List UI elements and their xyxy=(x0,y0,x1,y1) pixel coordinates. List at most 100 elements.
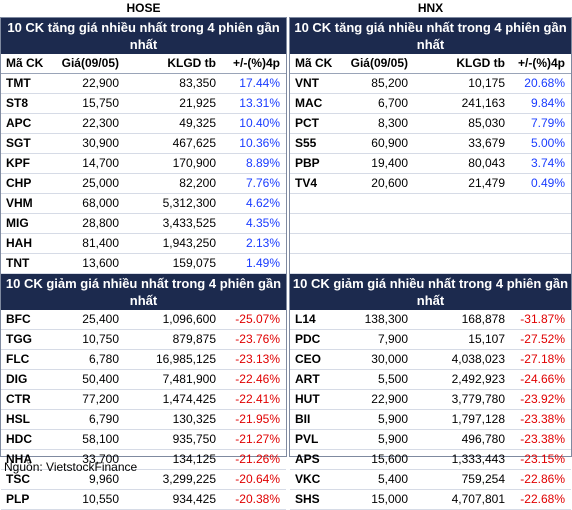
volume-value: 1,797,128 xyxy=(451,412,505,426)
table-row: TNT 13,600 159,075 1.49% xyxy=(1,254,286,274)
table-row: CTR 77,200 1,474,425 -22.41% xyxy=(1,390,286,410)
stock-code: TGG xyxy=(6,332,32,346)
volume-value: 82,200 xyxy=(179,176,216,190)
header-code: Mã CK xyxy=(6,56,44,70)
hose-gain-table: TMT 22,900 83,350 17.44% ST8 15,750 21,925 13.3… xyxy=(1,74,286,274)
stock-code: HSL xyxy=(6,412,30,426)
change-value: -21.26% xyxy=(235,452,280,466)
hose-label: HOSE xyxy=(126,1,161,15)
volume-value: 4,038,023 xyxy=(451,352,505,366)
table-row: HDC 58,100 935,750 -21.27% xyxy=(1,430,286,450)
stock-code: TNT xyxy=(6,256,30,270)
volume-value: 21,925 xyxy=(179,96,216,110)
change-value: 10.36% xyxy=(239,136,280,150)
change-value: 9.84% xyxy=(530,96,565,110)
change-value: -20.64% xyxy=(235,472,280,486)
stock-code: APS xyxy=(295,452,320,466)
price-value: 68,000 xyxy=(82,196,119,210)
volume-value: 10,175 xyxy=(468,76,505,90)
price-value: 6,790 xyxy=(88,412,119,426)
price-value: 138,300 xyxy=(364,312,408,326)
volume-value: 85,030 xyxy=(468,116,505,130)
table-row: PDC 7,900 15,107 -27.52% xyxy=(290,330,571,350)
change-value: 7.76% xyxy=(245,176,280,190)
price-value: 22,900 xyxy=(371,392,408,406)
price-value: 28,800 xyxy=(82,216,119,230)
stock-code: PVL xyxy=(295,432,319,446)
change-value: 1.49% xyxy=(245,256,280,270)
stock-code: ST8 xyxy=(6,96,29,110)
header-volume: KLGD tb xyxy=(167,56,216,70)
stock-code: MIG xyxy=(6,216,29,230)
hnx-loss-table: L14 138,300 168,878 -31.87% PDC 7,900 15,107 -2… xyxy=(290,310,571,510)
hose-loss-table: BFC 25,400 1,096,600 -25.07% TGG 10,750 879,87… xyxy=(1,310,286,510)
table-row: PCT 8,300 85,030 7.79% xyxy=(290,114,571,134)
stock-code: ART xyxy=(295,372,320,386)
table-row: HUT 22,900 3,779,780 -23.92% xyxy=(290,390,571,410)
volume-value: 7,481,900 xyxy=(162,372,216,386)
table-row: S55 60,900 33,679 5.00% xyxy=(290,134,571,154)
price-value: 19,400 xyxy=(371,156,408,170)
stock-code: SHS xyxy=(295,492,320,506)
hnx-gain-title: 10 CK tăng giá nhiều nhất trong 4 phiên … xyxy=(290,18,571,54)
table-row: SHS 15,000 4,707,801 -22.68% xyxy=(290,490,571,510)
volume-value: 1,474,425 xyxy=(162,392,216,406)
stock-code: APC xyxy=(6,116,32,130)
table-row: MAC 6,700 241,163 9.84% xyxy=(290,94,571,114)
volume-value: 170,900 xyxy=(172,156,216,170)
source-note: Nguồn: VietstockFinance xyxy=(4,460,138,474)
change-value: -22.46% xyxy=(235,372,280,386)
header-volume: KLGD tb xyxy=(456,56,505,70)
table-row: APS 15,600 1,333,443 -23.15% xyxy=(290,450,571,470)
hose-column-headers: Mã CK Giá(09/05) KLGD tb +/-(%)4p xyxy=(1,54,286,74)
stock-code: PBP xyxy=(295,156,320,170)
volume-value: 759,254 xyxy=(461,472,505,486)
price-value: 10,750 xyxy=(82,332,119,346)
table-row: SGT 30,900 467,625 10.36% xyxy=(1,134,286,154)
empty-row xyxy=(290,234,571,254)
change-value: -22.41% xyxy=(235,392,280,406)
change-value: -23.38% xyxy=(520,432,565,446)
price-value: 25,400 xyxy=(82,312,119,326)
table-row: VNT 85,200 10,175 20.68% xyxy=(290,74,571,94)
change-value: -22.68% xyxy=(520,492,565,506)
stock-code: DIG xyxy=(6,372,28,386)
volume-value: 168,878 xyxy=(461,312,505,326)
hnx-gain-table: VNT 85,200 10,175 20.68% MAC 6,700 241,163 9.84… xyxy=(290,74,571,274)
volume-value: 496,780 xyxy=(461,432,505,446)
price-value: 14,700 xyxy=(82,156,119,170)
volume-value: 21,479 xyxy=(468,176,505,190)
volume-value: 4,707,801 xyxy=(451,492,505,506)
stock-code: FLC xyxy=(6,352,30,366)
hose-gain-title: 10 CK tăng giá nhiều nhất trong 4 phiên … xyxy=(1,18,286,54)
stock-code: NHA xyxy=(6,452,32,466)
hose-panel: 10 CK tăng giá nhiều nhất trong 4 phiên … xyxy=(0,17,287,510)
change-value: 0.49% xyxy=(530,176,565,190)
volume-value: 241,163 xyxy=(461,96,505,110)
table-row: DIG 50,400 7,481,900 -22.46% xyxy=(1,370,286,390)
stock-code: BII xyxy=(295,412,311,426)
volume-value: 33,679 xyxy=(468,136,505,150)
price-value: 5,900 xyxy=(377,412,408,426)
table-row: TMT 22,900 83,350 17.44% xyxy=(1,74,286,94)
volume-value: 2,492,923 xyxy=(451,372,505,386)
header-price: Giá(09/05) xyxy=(350,56,408,70)
volume-value: 1,096,600 xyxy=(162,312,216,326)
price-value: 15,600 xyxy=(371,452,408,466)
volume-value: 1,333,443 xyxy=(451,452,505,466)
table-row: NHA 33,700 134,125 -21.26% xyxy=(1,450,286,470)
volume-value: 467,625 xyxy=(172,136,216,150)
stock-code: CEO xyxy=(295,352,322,366)
change-value: 20.68% xyxy=(524,76,565,90)
price-value: 20,600 xyxy=(371,176,408,190)
hnx-label: HNX xyxy=(417,1,444,15)
price-value: 22,300 xyxy=(82,116,119,130)
header-change: +/-(%)4p xyxy=(232,56,280,70)
table-row: VKC 5,400 759,254 -22.86% xyxy=(290,470,571,490)
stock-code: PDC xyxy=(295,332,321,346)
change-value: -21.27% xyxy=(235,432,280,446)
change-value: 4.62% xyxy=(245,196,280,210)
table-row: ART 5,500 2,492,923 -24.66% xyxy=(290,370,571,390)
stock-code: HUT xyxy=(295,392,320,406)
price-value: 15,000 xyxy=(371,492,408,506)
